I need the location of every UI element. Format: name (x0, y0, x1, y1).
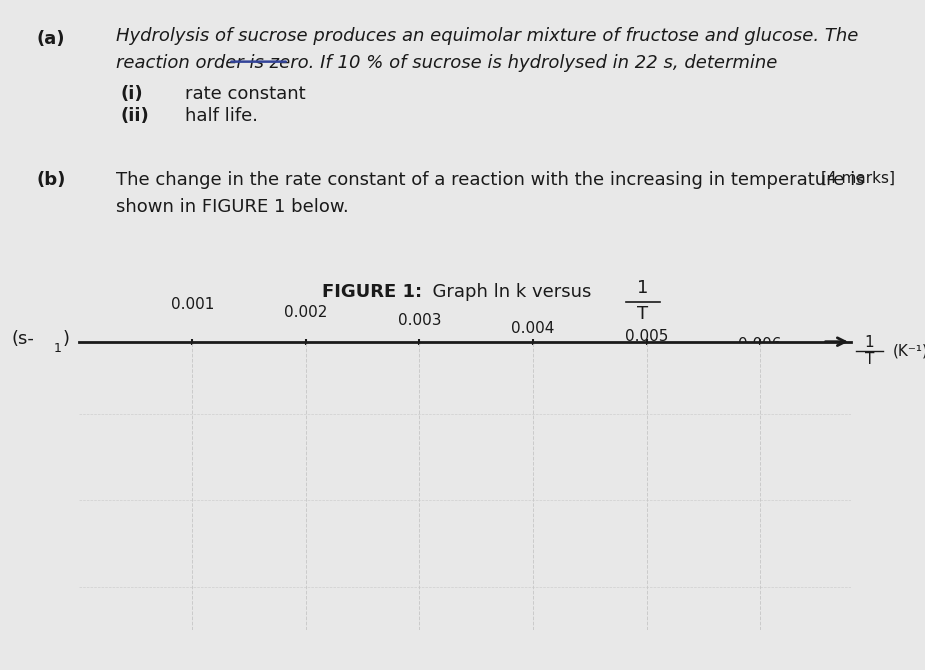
Text: T: T (865, 352, 874, 367)
Text: (ii): (ii) (120, 107, 149, 125)
Text: 0.001: 0.001 (170, 297, 214, 312)
Text: 0.006: 0.006 (738, 337, 782, 352)
Text: [4 marks]: [4 marks] (821, 171, 895, 186)
Text: 1: 1 (637, 279, 648, 297)
Text: T: T (637, 305, 648, 323)
Text: (K⁻¹): (K⁻¹) (893, 344, 925, 358)
Text: (a): (a) (37, 30, 66, 48)
Text: Hydrolysis of sucrose produces an equimolar mixture of fructose and glucose. The: Hydrolysis of sucrose produces an equimo… (116, 27, 858, 45)
Text: shown in FIGURE 1 below.: shown in FIGURE 1 below. (116, 198, 349, 216)
Text: (b): (b) (37, 171, 67, 189)
Text: 1: 1 (865, 335, 874, 350)
Text: 0.002: 0.002 (284, 305, 327, 320)
Text: rate constant: rate constant (185, 85, 305, 103)
Text: FIGURE 1:: FIGURE 1: (322, 283, 422, 301)
Text: The change in the rate constant of a reaction with the increasing in temperature: The change in the rate constant of a rea… (116, 171, 864, 189)
Text: (i): (i) (120, 85, 142, 103)
Text: Graph ln k versus: Graph ln k versus (421, 283, 591, 301)
Text: reaction order is zero. If 10 % of sucrose is hydrolysed in 22 s, determine: reaction order is zero. If 10 % of sucro… (116, 54, 777, 72)
Text: (s-: (s- (11, 330, 34, 348)
Text: 0.004: 0.004 (512, 321, 555, 336)
Text: half life.: half life. (185, 107, 258, 125)
Text: 0.003: 0.003 (398, 313, 441, 328)
Text: 0.005: 0.005 (625, 329, 668, 344)
Text: ): ) (63, 330, 70, 348)
Text: 1: 1 (54, 342, 62, 355)
